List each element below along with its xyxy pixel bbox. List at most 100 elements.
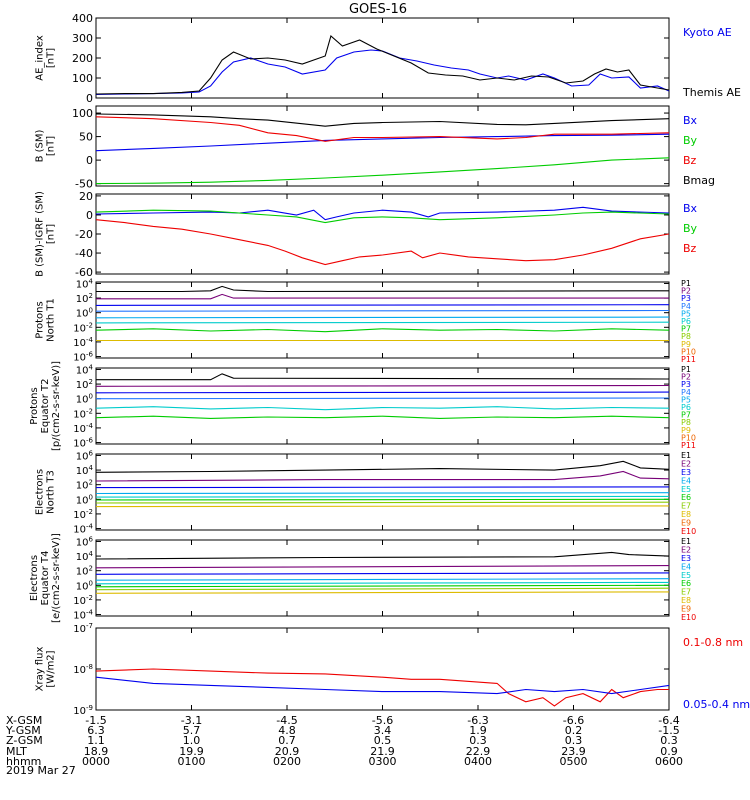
axis-row-value: -3.1 [181, 714, 202, 727]
series-line-e3 [95, 486, 670, 489]
series-line-p2 [96, 293, 669, 300]
series-line-0-1-0-8-nm [95, 668, 669, 707]
axis-row-label: MLT [6, 745, 27, 758]
axis-row-value: 5.7 [183, 724, 201, 737]
y-axis-label: [p/(cm2-s-sr-keV)] [51, 361, 62, 451]
series-line-p1 [96, 285, 670, 293]
legend-label: E5 [681, 571, 691, 580]
axis-row-value: 21.9 [370, 745, 395, 758]
y-axis-label: Xray flux [35, 647, 46, 692]
panel-frame [95, 193, 670, 275]
series-line-e7 [95, 501, 670, 504]
legend-label: P5 [681, 395, 691, 404]
legend-label: E8 [681, 596, 691, 605]
series-line-by [95, 209, 670, 224]
axis-row-value: 0.2 [565, 724, 583, 737]
series-line-e8 [95, 505, 670, 508]
series-line-p3 [95, 391, 670, 394]
series-line-e2 [95, 565, 670, 569]
y-tick-label: 20 [79, 190, 93, 203]
y-tick-label: 10-4 [73, 422, 93, 435]
legend-label: P8 [681, 418, 691, 427]
legend-label: By [683, 222, 698, 235]
axis-row-value: -6.4 [658, 714, 679, 727]
y-tick-label: 104 [76, 464, 94, 477]
y-axis-label: B (SM)-IGRF (SM) [35, 191, 46, 277]
series-line-bz [95, 219, 670, 266]
series-line-p6 [95, 321, 670, 324]
bottom-axis-rows: X-GSMY-GSMZ-GSMMLThhmm-1.56.31.118.90000… [5, 714, 683, 768]
legend-label: E3 [681, 468, 691, 477]
legend-label: E2 [681, 459, 691, 468]
legend-label: E5 [681, 485, 691, 494]
axis-row-value: -6.6 [563, 714, 584, 727]
series-line-p7 [95, 328, 670, 333]
legend-label: Bx [683, 202, 698, 215]
legend-label: E1 [681, 451, 691, 460]
legend-label: 0.1-0.8 nm [683, 636, 743, 649]
axis-row-value: 19.9 [179, 745, 204, 758]
series-line-e8 [95, 591, 670, 594]
y-tick-label: 300 [72, 32, 93, 45]
legend-label: P5 [681, 309, 691, 318]
legend-label: E3 [681, 554, 691, 563]
y-tick-label: -20 [75, 228, 93, 241]
legend-label: E4 [681, 562, 691, 571]
axis-row-value: 0100 [178, 755, 206, 768]
series-line-e6 [95, 498, 670, 501]
y-axis-label: Protons [29, 387, 40, 424]
y-axis-label: [nT] [46, 224, 57, 244]
panel-xray: 10-9 10-8 10-7 Xray flux [W/m2] 0.1-0.8 nm 0.0… [35, 622, 750, 717]
axis-row-label: Z-GSM [6, 734, 43, 747]
series-line-e3 [95, 572, 670, 575]
axis-row-value: 0000 [82, 755, 110, 768]
series-line-kyoto-ae [95, 49, 670, 95]
y-axis-label: Equator T4 [40, 551, 51, 606]
y-tick-label: 0 [86, 154, 93, 167]
axis-row-value: 0300 [369, 755, 397, 768]
axis-row-value: 0.3 [565, 734, 583, 747]
legend-label: Themis AE [682, 86, 741, 99]
legend-label: P7 [681, 411, 691, 420]
legend-label: P9 [681, 340, 691, 349]
y-tick-label: 0 [86, 92, 93, 105]
axis-row-value: -1.5 [658, 724, 679, 737]
series-line-themis-ae [95, 35, 670, 95]
legend-label: By [683, 134, 698, 147]
y-tick-label: 400 [72, 12, 93, 25]
panel-frame [95, 539, 670, 617]
legend-label: P3 [681, 380, 691, 389]
legend-label: Kyoto AE [683, 26, 732, 39]
legend-label: E7 [681, 588, 691, 597]
y-tick-label: -60 [75, 266, 93, 279]
panel-igrf: -60 -40 -20 0 20 B (SM)-IGRF (SM) [nT] Bx By Bz [35, 190, 698, 279]
series-line-by [95, 157, 670, 185]
panel-frame [95, 627, 670, 711]
legend-label: P4 [681, 388, 691, 397]
axis-row-value: 4.8 [278, 724, 296, 737]
y-axis-label: AE_index [35, 35, 46, 81]
y-tick-label: 10-9 [73, 704, 93, 717]
y-tick-label: 10-2 [73, 594, 93, 607]
axis-row-value: 0.9 [660, 745, 678, 758]
axis-row-value: 0500 [560, 755, 588, 768]
series-line-e5 [95, 581, 670, 585]
axis-row-value: -4.5 [276, 714, 297, 727]
axis-row-value: 1.9 [469, 724, 487, 737]
legend-label: E10 [681, 613, 696, 622]
series-line-bmag [95, 113, 670, 127]
axis-row-value: -6.3 [467, 714, 488, 727]
panel-bsm: -50 0 50 100 B (SM) [nT] Bx By Bz Bmag [35, 105, 715, 191]
y-tick-label: 102 [76, 292, 93, 305]
axis-row-label: Y-GSM [5, 724, 41, 737]
series-line-p4 [95, 397, 670, 400]
y-tick-label: 10-6 [73, 351, 93, 364]
y-axis-label: Protons [35, 301, 46, 338]
series-line-p5 [95, 406, 670, 411]
y-tick-label: 106 [76, 535, 94, 548]
y-tick-label: 10-4 [73, 609, 93, 622]
axis-row-value: 0.7 [278, 734, 296, 747]
axis-row-label: hhmm [6, 755, 41, 768]
